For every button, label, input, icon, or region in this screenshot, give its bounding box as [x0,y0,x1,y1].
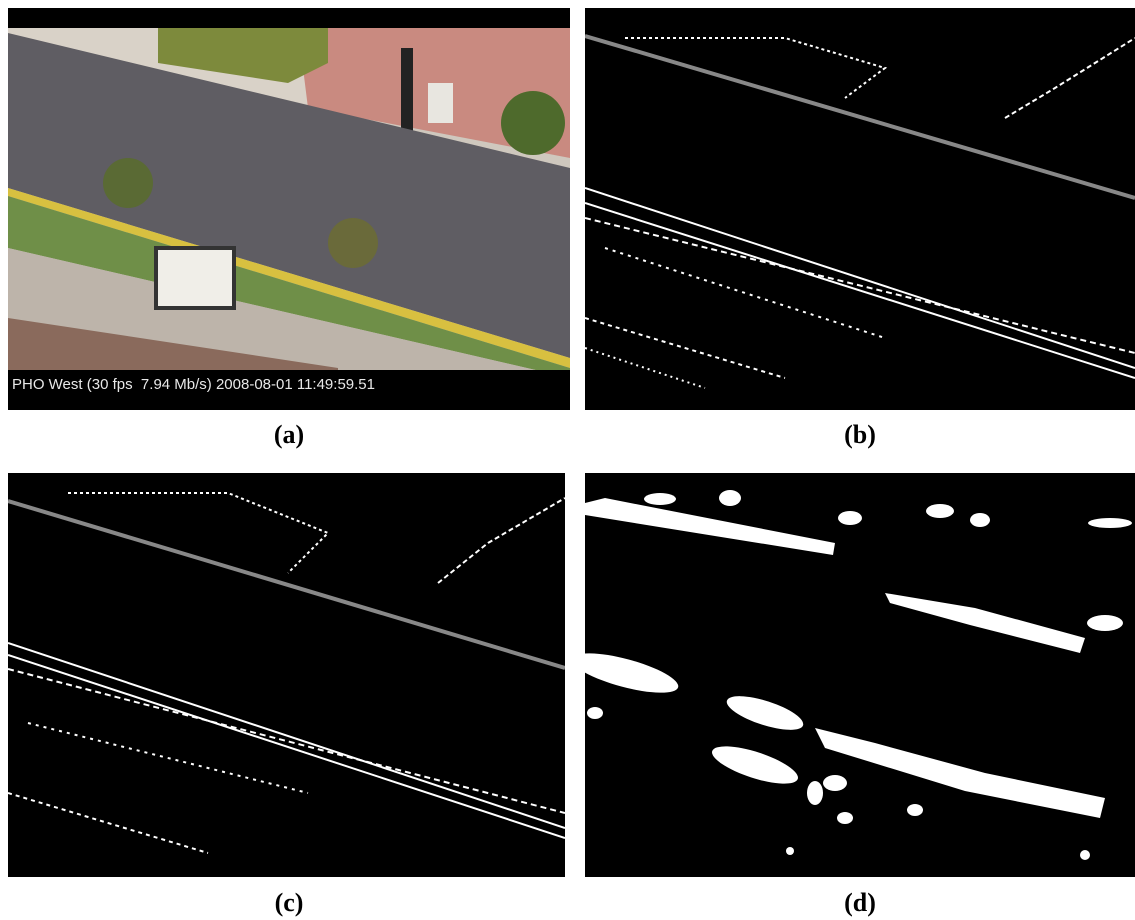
figure: PHO West (30 fps 7.94 Mb/s) 2008-08-01 1… [0,0,1135,920]
panel-a-image: PHO West (30 fps 7.94 Mb/s) 2008-08-01 1… [8,8,570,410]
panel-b-image [585,8,1135,410]
panel-c-image [8,473,565,877]
panel-label: (b) [844,420,876,449]
panel-d-image [568,473,1135,877]
panel-label: (c) [275,888,304,917]
panel-label: (d) [844,888,876,917]
panel-label: (a) [274,420,304,449]
timestamp-overlay: PHO West (30 fps 7.94 Mb/s) 2008-08-01 1… [12,376,375,393]
